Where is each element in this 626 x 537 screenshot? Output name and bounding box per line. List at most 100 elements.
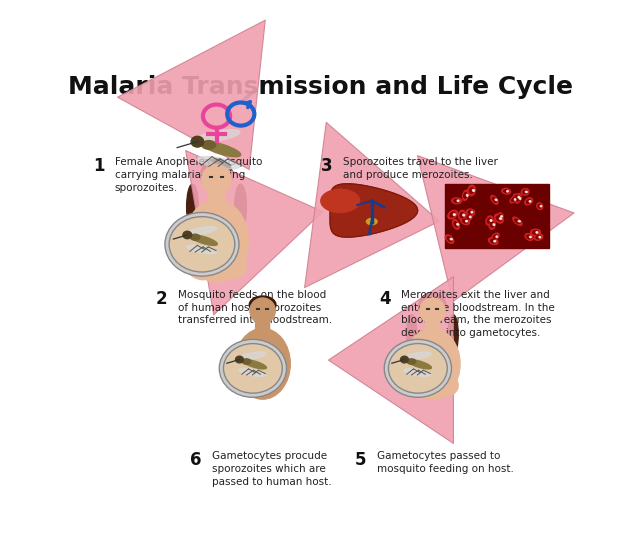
Ellipse shape xyxy=(537,203,543,209)
Ellipse shape xyxy=(515,199,516,200)
Ellipse shape xyxy=(530,229,540,236)
Ellipse shape xyxy=(491,222,494,227)
Text: Gametocytes passed to
mosquito feeding on host.: Gametocytes passed to mosquito feeding o… xyxy=(377,451,513,474)
Ellipse shape xyxy=(516,194,521,203)
Ellipse shape xyxy=(408,360,431,369)
Text: Gametocytes procude
sporozoites which are
passed to human host.: Gametocytes procude sporozoites which ar… xyxy=(212,451,331,487)
Circle shape xyxy=(191,136,203,147)
Ellipse shape xyxy=(470,187,474,193)
Ellipse shape xyxy=(506,191,508,192)
Ellipse shape xyxy=(405,329,460,399)
Ellipse shape xyxy=(539,236,541,238)
FancyBboxPatch shape xyxy=(426,317,439,332)
Text: 3: 3 xyxy=(321,157,332,176)
Circle shape xyxy=(407,374,434,397)
Ellipse shape xyxy=(187,184,198,230)
Circle shape xyxy=(401,356,408,363)
Ellipse shape xyxy=(453,220,459,229)
Ellipse shape xyxy=(513,217,522,226)
Ellipse shape xyxy=(459,211,465,220)
Ellipse shape xyxy=(504,190,508,193)
Text: Merozoites exit the liver and
enter the bloodstream. In the
bloodstream, the mer: Merozoites exit the liver and enter the … xyxy=(401,290,555,338)
Ellipse shape xyxy=(202,142,241,157)
Ellipse shape xyxy=(518,197,520,198)
Ellipse shape xyxy=(197,156,240,169)
Ellipse shape xyxy=(187,245,217,253)
FancyBboxPatch shape xyxy=(255,317,270,332)
Ellipse shape xyxy=(467,215,471,219)
Ellipse shape xyxy=(242,359,251,364)
Ellipse shape xyxy=(511,198,516,201)
Ellipse shape xyxy=(496,216,501,221)
Ellipse shape xyxy=(190,235,217,245)
Circle shape xyxy=(217,253,247,279)
Ellipse shape xyxy=(540,206,541,207)
Ellipse shape xyxy=(463,214,464,216)
Ellipse shape xyxy=(490,220,492,221)
Circle shape xyxy=(167,215,237,274)
Ellipse shape xyxy=(527,235,531,239)
Ellipse shape xyxy=(249,296,276,314)
Ellipse shape xyxy=(239,369,266,376)
Ellipse shape xyxy=(521,188,529,195)
Ellipse shape xyxy=(491,240,496,243)
Ellipse shape xyxy=(516,196,520,201)
Ellipse shape xyxy=(536,231,538,233)
Ellipse shape xyxy=(200,158,232,191)
Ellipse shape xyxy=(187,227,217,235)
Ellipse shape xyxy=(491,195,498,204)
Ellipse shape xyxy=(453,214,455,215)
Ellipse shape xyxy=(473,190,475,191)
Polygon shape xyxy=(330,184,418,237)
Text: Malaria Transmission and Life Cycle: Malaria Transmission and Life Cycle xyxy=(68,75,573,99)
Ellipse shape xyxy=(520,198,521,199)
Ellipse shape xyxy=(493,235,497,238)
Ellipse shape xyxy=(493,198,496,202)
Ellipse shape xyxy=(407,315,417,354)
Polygon shape xyxy=(321,190,359,213)
Ellipse shape xyxy=(510,196,517,203)
Circle shape xyxy=(222,342,284,395)
Ellipse shape xyxy=(538,205,541,208)
Ellipse shape xyxy=(496,236,498,237)
Ellipse shape xyxy=(525,234,533,241)
Ellipse shape xyxy=(499,214,502,218)
Ellipse shape xyxy=(463,190,468,200)
Ellipse shape xyxy=(515,219,520,223)
Ellipse shape xyxy=(239,352,266,360)
Ellipse shape xyxy=(525,198,533,205)
Text: 5: 5 xyxy=(355,451,366,469)
Ellipse shape xyxy=(513,194,521,200)
Ellipse shape xyxy=(470,216,471,217)
Ellipse shape xyxy=(404,369,431,376)
Circle shape xyxy=(386,342,449,395)
Ellipse shape xyxy=(536,236,541,239)
Ellipse shape xyxy=(498,213,503,220)
Ellipse shape xyxy=(250,298,275,324)
Ellipse shape xyxy=(447,237,452,242)
Ellipse shape xyxy=(494,241,496,242)
Ellipse shape xyxy=(448,315,458,354)
Ellipse shape xyxy=(534,234,543,240)
Ellipse shape xyxy=(420,298,445,324)
Ellipse shape xyxy=(185,200,249,282)
Ellipse shape xyxy=(190,234,200,240)
FancyBboxPatch shape xyxy=(444,184,549,249)
Ellipse shape xyxy=(515,195,520,199)
Ellipse shape xyxy=(465,213,472,221)
Ellipse shape xyxy=(464,193,467,198)
Text: Mosquito feeds on the blood
of human host. Sporozoites
transferred into bloodstr: Mosquito feeds on the blood of human hos… xyxy=(178,290,332,325)
Text: 1: 1 xyxy=(93,157,105,176)
Ellipse shape xyxy=(202,165,231,194)
Text: Female Anopheles mosquito
carrying malaria-causing
sporozoites.: Female Anopheles mosquito carrying malar… xyxy=(115,157,262,193)
Text: Sporozoites travel to the liver
and produce merozoites.: Sporozoites travel to the liver and prod… xyxy=(342,157,498,180)
Ellipse shape xyxy=(489,220,495,229)
Ellipse shape xyxy=(523,190,527,194)
Ellipse shape xyxy=(529,201,531,202)
Ellipse shape xyxy=(530,236,531,238)
Ellipse shape xyxy=(466,209,475,215)
Ellipse shape xyxy=(518,221,520,222)
Ellipse shape xyxy=(488,218,491,223)
Ellipse shape xyxy=(452,198,461,204)
Ellipse shape xyxy=(533,230,538,234)
